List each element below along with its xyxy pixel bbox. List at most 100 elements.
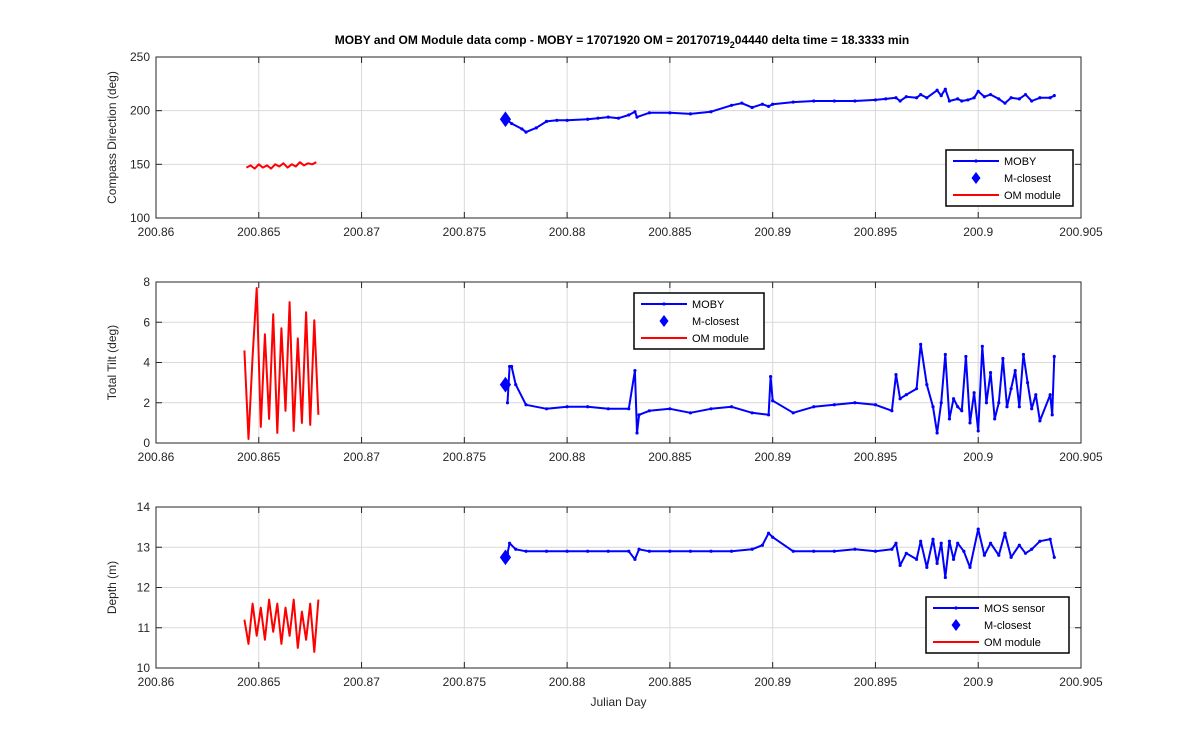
x-tick-label: 200.905 (1059, 450, 1103, 464)
x-tick-label: 200.9 (963, 675, 993, 689)
moby-line (506, 343, 1056, 434)
moby-point (919, 539, 923, 543)
x-tick-label: 200.89 (754, 450, 791, 464)
moby-point (544, 549, 549, 553)
moby-point (988, 370, 993, 375)
moby-point (1017, 405, 1021, 409)
moby-point (729, 405, 734, 409)
x-tick-label: 200.88 (549, 450, 586, 464)
moby-point (914, 557, 919, 561)
moby-point (729, 549, 734, 553)
x-tick-label: 200.9 (963, 450, 993, 464)
moby-point (1017, 97, 1021, 101)
subplot-1: 200.86 200.865 200.87 200.875 200.88 200.885 2… (105, 50, 1103, 239)
moby-point (555, 118, 559, 122)
moby-point (637, 413, 641, 417)
legend-point (954, 606, 958, 610)
x-tick-label: 200.9 (963, 225, 993, 239)
moby-point (709, 549, 713, 553)
moby-point (635, 115, 639, 119)
moby-point (740, 101, 744, 105)
x-tick-label: 200.865 (237, 675, 281, 689)
legend-diamond (659, 315, 669, 327)
moby-point (791, 100, 795, 104)
y-axis-label: Compass Direction (deg) (105, 71, 119, 204)
moby-point (943, 87, 947, 91)
y-tick-label: 13 (137, 540, 151, 554)
x-tick-label: 200.875 (443, 225, 487, 239)
moby-point (962, 549, 966, 553)
moby-point (1023, 551, 1028, 555)
moby-point (943, 575, 947, 580)
moby-point (832, 99, 836, 103)
x-tick-label: 200.86 (138, 225, 175, 239)
legend-label: OM module (692, 333, 749, 345)
moby-point (976, 527, 980, 531)
moby-point (627, 549, 631, 553)
moby-point (647, 111, 651, 115)
moby-point (972, 391, 976, 395)
moby-point (976, 429, 980, 433)
moby-point (988, 92, 993, 97)
moby-point (853, 547, 857, 551)
y-tick-label: 0 (143, 436, 150, 450)
moby-point (507, 541, 512, 545)
moby-point (514, 547, 518, 551)
moby-point (633, 110, 637, 114)
moby-point (935, 561, 939, 565)
moby-point (1001, 356, 1005, 361)
moby-point (1048, 537, 1052, 541)
moby-point (943, 352, 947, 357)
moby-point (633, 368, 637, 373)
subplot-3: 200.86 200.865 200.87 200.875 200.88 200.885 2… (105, 500, 1103, 709)
moby-point (1050, 413, 1054, 417)
moby-point (514, 383, 518, 387)
moby-point (956, 97, 960, 101)
moby-point (976, 89, 980, 93)
moby-point (1009, 96, 1013, 100)
moby-point (931, 405, 935, 409)
moby-point (972, 96, 976, 100)
moby-point (688, 549, 693, 553)
m-closest-marker (499, 549, 512, 566)
moby-point (832, 549, 836, 553)
moby-point (606, 407, 610, 411)
legend-label: M-closest (1004, 173, 1051, 185)
x-tick-label: 200.885 (648, 675, 692, 689)
moby-point (904, 95, 908, 99)
moby-point (890, 409, 894, 413)
legend-box (925, 596, 1070, 654)
legend: MOBY M-closest OM module (945, 149, 1074, 207)
moby-point (919, 342, 923, 346)
moby-point (914, 387, 919, 391)
x-tick-label: 200.89 (754, 675, 791, 689)
moby-point (939, 94, 943, 98)
y-axis-label: Depth (m) (105, 561, 119, 614)
moby-point (1048, 393, 1052, 397)
legend-label: M-closest (984, 620, 1031, 632)
moby-point (635, 431, 639, 435)
moby-point (1052, 555, 1056, 559)
moby-point (988, 541, 993, 545)
moby-point (1052, 94, 1056, 98)
moby-point (771, 102, 775, 106)
moby-point (586, 405, 590, 409)
moby-point (668, 407, 672, 411)
axes-box (155, 506, 1082, 669)
x-tick-label: 200.905 (1059, 225, 1103, 239)
x-tick-label: 200.895 (854, 675, 898, 689)
moby-point (812, 549, 816, 553)
moby-point (904, 551, 908, 555)
moby-point (647, 549, 651, 553)
moby-point (894, 541, 898, 545)
moby-point (750, 105, 754, 110)
moby-point (947, 539, 952, 543)
moby-point (873, 549, 878, 553)
moby-point (935, 431, 939, 435)
y-tick-label: 10 (137, 661, 151, 675)
moby-point (914, 96, 919, 100)
moby-point (956, 405, 960, 409)
legend-point (974, 159, 978, 163)
legend-label: MOBY (1004, 156, 1037, 168)
moby-point (565, 405, 569, 409)
